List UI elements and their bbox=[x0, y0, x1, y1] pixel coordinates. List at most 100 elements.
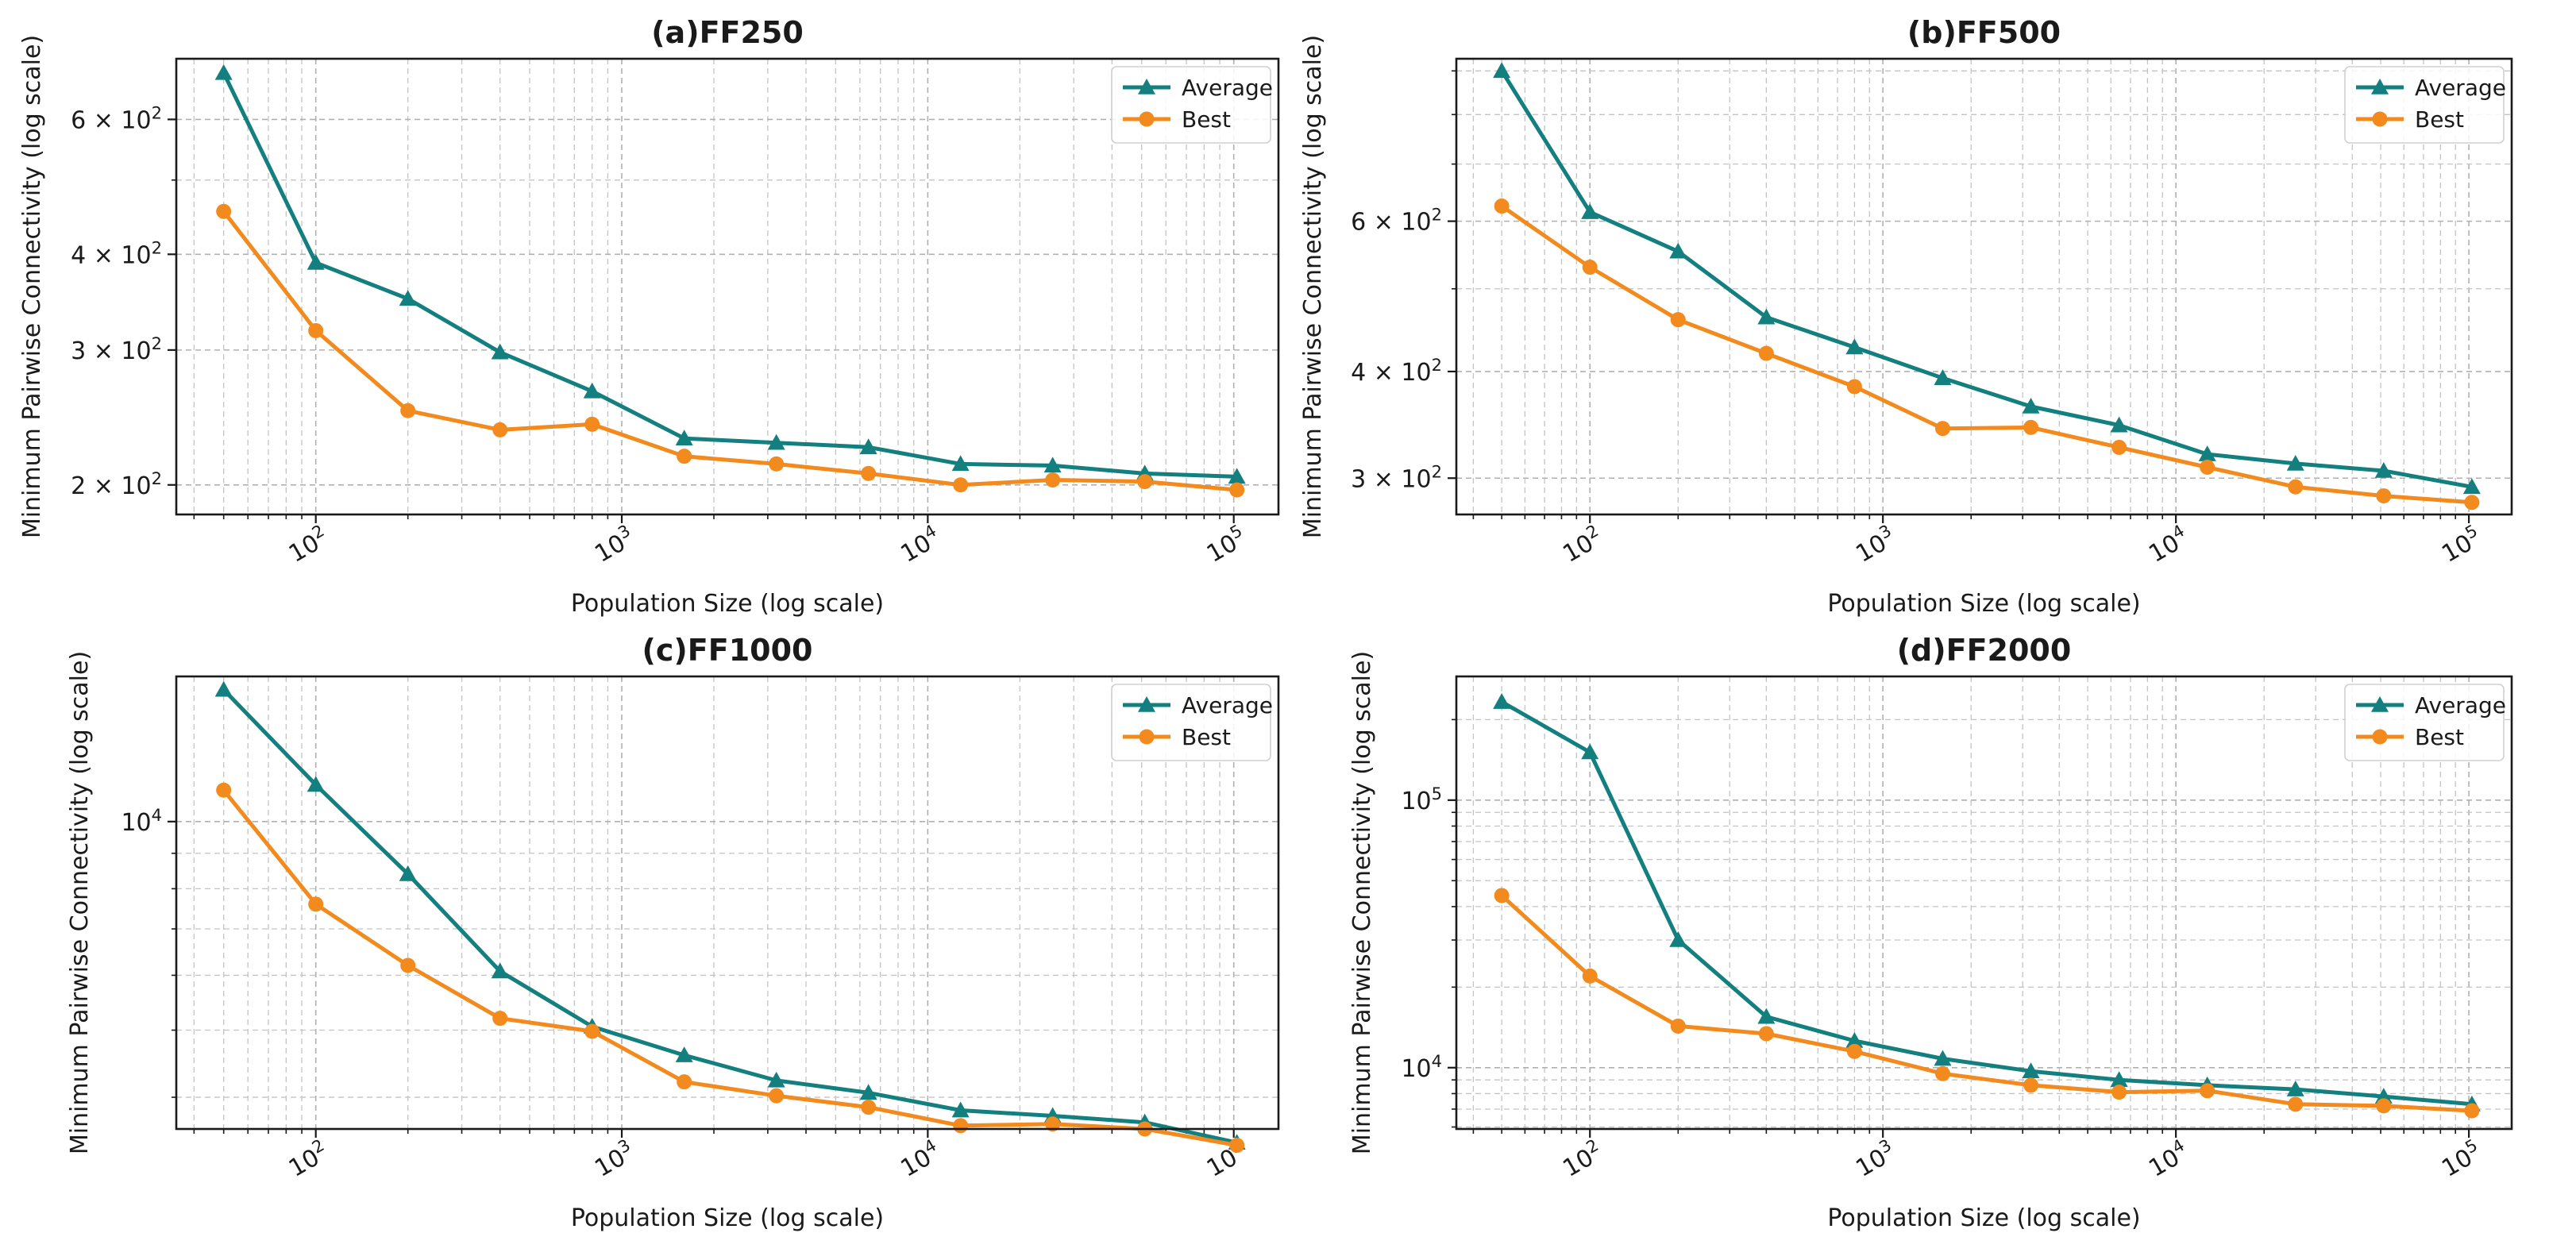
point-average bbox=[2022, 1062, 2040, 1079]
point-best bbox=[2288, 1096, 2304, 1112]
plot-frame bbox=[175, 675, 1280, 1131]
point-average bbox=[307, 253, 325, 270]
y-tick-label: 4 × 102 bbox=[71, 238, 162, 269]
point-average bbox=[2110, 1071, 2128, 1088]
point-average bbox=[767, 1071, 785, 1088]
point-average bbox=[214, 680, 233, 697]
point-best bbox=[1846, 379, 1862, 395]
point-average bbox=[2198, 445, 2216, 461]
y-axis-label: Minimum Pairwise Connectivity (log scale… bbox=[18, 35, 46, 538]
point-average bbox=[491, 962, 509, 979]
series-average bbox=[214, 64, 1246, 484]
point-best bbox=[492, 1011, 508, 1027]
y-tick-label: 104 bbox=[121, 806, 162, 837]
point-best bbox=[2200, 1083, 2215, 1099]
point-best bbox=[1582, 260, 1598, 275]
panel-1: 102 103 104 105 2 × 102 3 × 102 4 × 102 6 × 102… bbox=[18, 15, 1280, 618]
panel-title: (d)FF2000 bbox=[1897, 633, 2072, 668]
x-tick-label: 103 bbox=[1849, 1135, 1900, 1183]
point-best bbox=[2376, 1098, 2392, 1114]
x-tick-label: 103 bbox=[1849, 521, 1900, 568]
point-average bbox=[951, 455, 970, 472]
legend-label-best: Best bbox=[2415, 724, 2464, 750]
plot-frame bbox=[1455, 675, 2513, 1131]
point-best bbox=[2111, 1085, 2127, 1100]
point-average bbox=[214, 64, 233, 80]
point-average bbox=[859, 438, 877, 455]
legend: Average Best bbox=[2344, 66, 2506, 144]
series-average bbox=[214, 680, 1246, 1150]
panel-4: 102 103 104 105 104 105 (d)FF2000 Population Si… bbox=[1348, 633, 2513, 1232]
point-average bbox=[491, 343, 509, 360]
point-best bbox=[861, 465, 877, 481]
legend-marker-average bbox=[1138, 79, 1155, 94]
point-best bbox=[584, 1023, 600, 1039]
series-best bbox=[1494, 198, 2480, 510]
y-tick-label: 6 × 102 bbox=[1351, 206, 1442, 237]
series-line-average bbox=[1500, 69, 2473, 489]
point-best bbox=[861, 1100, 877, 1115]
legend-marker-average bbox=[2371, 696, 2389, 712]
x-tick-label: 102 bbox=[1556, 521, 1607, 568]
x-tick-label: 104 bbox=[2142, 1135, 2193, 1183]
point-average bbox=[583, 382, 601, 399]
point-best bbox=[1846, 1043, 1862, 1059]
point-average bbox=[767, 433, 785, 450]
point-average bbox=[2286, 1081, 2304, 1096]
point-best bbox=[1229, 482, 1245, 498]
point-best bbox=[953, 1118, 969, 1134]
x-axis-label: Population Size (log scale) bbox=[571, 590, 884, 618]
series-line-best bbox=[222, 210, 1237, 492]
point-average bbox=[1845, 1031, 1864, 1048]
series-best bbox=[216, 782, 1245, 1154]
plot-frame bbox=[175, 57, 1280, 516]
point-best bbox=[953, 477, 969, 493]
legend-label-average: Average bbox=[1182, 692, 1273, 719]
point-best bbox=[677, 1074, 692, 1090]
point-best bbox=[2376, 488, 2392, 504]
point-best bbox=[2464, 495, 2480, 510]
panel-title: (a)FF250 bbox=[651, 15, 804, 50]
point-best bbox=[1137, 474, 1153, 490]
grid bbox=[176, 59, 1278, 514]
point-average bbox=[1757, 1007, 1776, 1024]
point-best bbox=[1229, 1138, 1245, 1154]
point-best bbox=[1045, 472, 1061, 488]
series-line-average bbox=[222, 688, 1238, 1145]
point-best bbox=[2111, 439, 2127, 455]
series-line-best bbox=[222, 788, 1238, 1147]
point-best bbox=[216, 203, 232, 219]
legend-marker-average bbox=[2371, 79, 2389, 94]
point-best bbox=[492, 422, 508, 437]
point-best bbox=[1494, 888, 1510, 903]
point-best bbox=[1934, 421, 1950, 437]
point-average bbox=[2462, 478, 2481, 495]
point-average bbox=[951, 1101, 970, 1118]
point-best bbox=[400, 403, 416, 418]
point-best bbox=[1670, 312, 1686, 328]
x-tick-label: 105 bbox=[1201, 521, 1251, 568]
legend-marker-average bbox=[1138, 696, 1155, 712]
point-average bbox=[859, 1084, 877, 1100]
point-average bbox=[399, 865, 417, 881]
grid bbox=[1456, 59, 2512, 514]
point-best bbox=[2288, 479, 2304, 495]
y-axis-label: Minimum Pairwise Connectivity (log scale… bbox=[1348, 651, 1376, 1154]
legend-marker-best bbox=[1139, 729, 1155, 745]
point-average bbox=[1934, 369, 1952, 385]
legend-marker-best bbox=[2372, 729, 2388, 745]
y-tick-label: 2 × 102 bbox=[71, 469, 162, 500]
legend: Average Best bbox=[1111, 684, 1273, 761]
point-best bbox=[1670, 1018, 1686, 1034]
y-axis-label: Minimum Pairwise Connectivity (log scale… bbox=[1299, 35, 1327, 538]
point-best bbox=[1582, 968, 1598, 984]
legend: Average Best bbox=[2344, 684, 2506, 761]
point-average bbox=[2022, 397, 2040, 414]
legend-label-average: Average bbox=[2415, 692, 2506, 719]
x-tick-label: 103 bbox=[588, 1135, 639, 1183]
legend-label-best: Best bbox=[1182, 106, 1231, 133]
y-axis-label: Minimum Pairwise Connectivity (log scale… bbox=[66, 651, 94, 1154]
point-best bbox=[769, 1088, 785, 1104]
point-best bbox=[1758, 1026, 1774, 1042]
